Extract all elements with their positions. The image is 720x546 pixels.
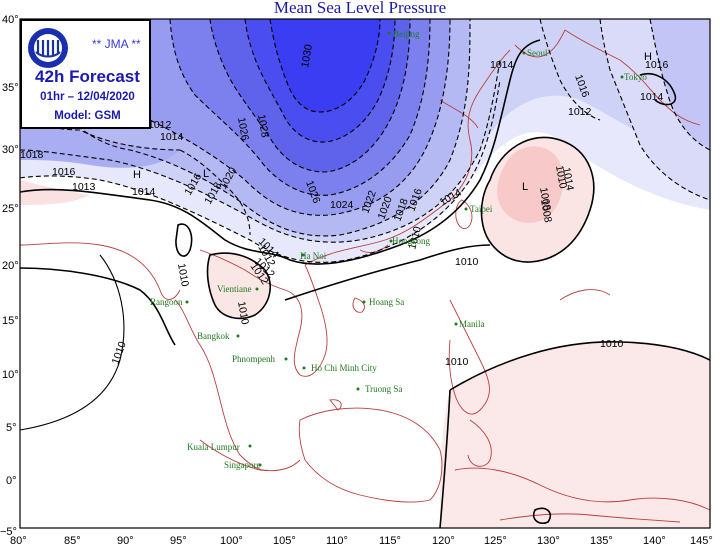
city-label: Hoang Sa (369, 297, 404, 307)
agency-label: ** JMA ** (92, 37, 141, 51)
latitude-axis: 40° 35° 30° 25° 20° 15° 10° 5° 0° −5° (0, 14, 19, 538)
isobar-label: 1010 (553, 164, 569, 189)
city-labels: Beijing Seoul Tokyo Taipei Hongkong Ha N… (150, 29, 647, 470)
pressure-shading (20, 19, 710, 528)
lon-tick-label: 130° (537, 535, 560, 546)
isobar-label: 1018 (20, 149, 44, 161)
city-label: Bangkok (197, 331, 230, 341)
city-label: Ha Noi (300, 251, 327, 261)
isobar-label: 1014 (490, 59, 514, 71)
forecast-datetime: 01hr – 12/04/2020 (40, 91, 135, 103)
lon-tick-label: 115° (379, 535, 401, 546)
map-title: Mean Sea Level Pressure (273, 0, 447, 17)
forecast-info-box: ** JMA ** 42h Forecast 01hr – 12/04/2020… (20, 19, 151, 129)
isobar-label: 1010 (445, 356, 469, 368)
lat-tick-label: 0° (6, 475, 17, 487)
city-label: Rangoon (150, 297, 183, 307)
high-pressure-marker: H (133, 169, 141, 181)
isobar-label: 1028 (255, 113, 271, 138)
lat-tick-label: 25° (2, 203, 19, 215)
lon-tick-label: 100° (220, 535, 243, 546)
city-label: Beijing (393, 29, 420, 39)
isobar-label: 1010 (235, 300, 251, 325)
map-frame (19, 18, 711, 529)
city-label: Phnompenh (232, 354, 276, 364)
lat-tick-label: 15° (2, 315, 19, 327)
isobar-label: 1012 (568, 106, 592, 118)
isobar-label: 1013 (72, 181, 96, 193)
low-pressure-marker: L (522, 181, 528, 193)
isobar-label: 1014 (132, 186, 156, 198)
lon-tick-label: 120° (432, 535, 455, 546)
lon-tick-label: 110° (326, 535, 348, 546)
lon-tick-label: 105° (273, 535, 296, 546)
lon-tick-label: 125° (484, 535, 507, 546)
isobar-label: 1016 (645, 59, 669, 71)
isobar-label: 1026 (235, 116, 251, 141)
city-label: Truong Sa (365, 384, 402, 394)
city-label: Singapore (224, 460, 261, 470)
lat-tick-label: 20° (2, 260, 19, 272)
isobar-label: 1008 (537, 186, 553, 211)
forecast-label: 42h Forecast (35, 67, 140, 86)
city-label: Vientiane (217, 284, 251, 294)
isobar-label: 1014 (640, 91, 664, 103)
pressure-centers: H H L L (133, 51, 652, 193)
lon-tick-label: 85° (64, 535, 81, 546)
isobars (20, 19, 710, 528)
lat-tick-label: 30° (2, 144, 19, 156)
isobar-label: 1008 (538, 198, 554, 223)
isobar-label: 1010 (455, 256, 479, 268)
lat-tick-label: 5° (6, 422, 17, 434)
city-label: Taipei (470, 204, 493, 214)
city-label: Hongkong (392, 236, 430, 246)
coastlines (20, 29, 710, 523)
city-label: Manila (459, 319, 485, 329)
lat-tick-label: 40° (2, 14, 19, 26)
lat-tick-label: −5° (0, 526, 17, 538)
longitude-axis: 80° 85° 90° 95° 100° 105° 110° 115° 120°… (10, 535, 713, 546)
lon-tick-label: 90° (117, 535, 134, 546)
isobar-label: 1016 (52, 166, 76, 178)
lat-tick-label: 10° (2, 369, 19, 381)
isobar-label: 1010 (600, 338, 624, 350)
lat-tick-label: 35° (2, 82, 19, 94)
city-label: Seoul (527, 48, 548, 58)
city-label: Ho Chi Minh City (311, 363, 377, 373)
low-pressure-marker: L (203, 168, 209, 180)
isobar-label: 1030 (299, 43, 315, 68)
city-label: Tokyo (624, 72, 647, 82)
lon-tick-label: 80° (10, 535, 27, 546)
city-label: Kuala Lumpur (187, 442, 240, 452)
isobar-label: 1014 (160, 131, 184, 143)
isobar-label: 1012 (148, 119, 172, 131)
isobar-label: 1010 (406, 225, 424, 251)
lon-tick-label: 140° (643, 535, 666, 546)
lon-tick-label: 135° (590, 535, 613, 546)
model-label: Model: GSM (54, 110, 121, 122)
lon-tick-label: 145° (690, 535, 713, 546)
lon-tick-label: 95° (170, 535, 187, 546)
agency-logo-icon (28, 28, 68, 68)
high-pressure-marker: H (644, 51, 652, 63)
isobar-label: 1014 (560, 166, 576, 191)
isobar-label: 1010 (175, 262, 191, 287)
isobar-label: 1024 (330, 199, 354, 211)
